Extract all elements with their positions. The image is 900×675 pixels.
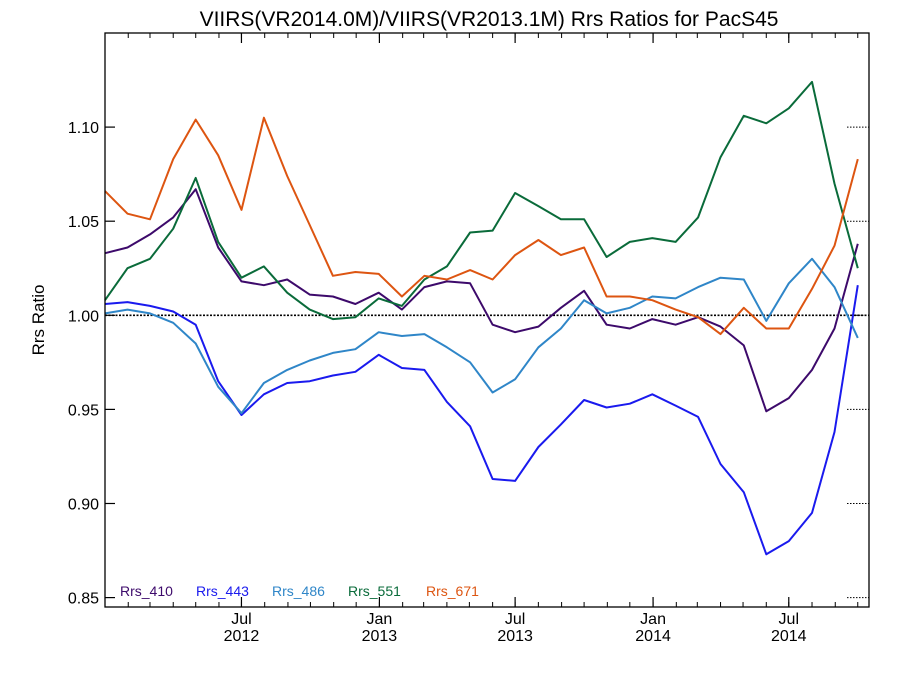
series-line-rrs-486 — [104, 257, 859, 415]
plot-frame — [104, 32, 870, 608]
series-line-rrs-410 — [104, 188, 859, 413]
y-tick-label: 1.10 — [68, 120, 99, 137]
x-tick-label-month: Jul — [505, 611, 525, 628]
legend-entry-rrs-486: Rrs_486 — [272, 583, 325, 599]
y-axis-label: Rrs Ratio — [29, 285, 48, 356]
series-line-rrs-443 — [104, 285, 859, 556]
y-tick-label: 0.85 — [68, 591, 99, 608]
y-tick-label: 0.95 — [68, 402, 99, 419]
legend-entry-rrs-410: Rrs_410 — [120, 583, 173, 599]
x-tick-label-year: 2014 — [635, 628, 671, 645]
legend: Rrs_410 Rrs_443 Rrs_486 Rrs_551 Rrs_671 — [120, 583, 479, 599]
y-tick-label: 1.05 — [68, 214, 99, 231]
y-tick-label: 0.90 — [68, 496, 99, 513]
legend-entry-rrs-551: Rrs_551 — [348, 583, 401, 599]
series-line-rrs-551 — [104, 80, 859, 321]
grid-layer — [847, 126, 869, 599]
x-tick-label-year: 2013 — [362, 628, 398, 645]
legend-entry-rrs-443: Rrs_443 — [196, 583, 249, 599]
y-tick-label: 1.00 — [68, 308, 99, 325]
chart-title: VIIRS(VR2014.0M)/VIIRS(VR2013.1M) Rrs Ra… — [200, 8, 779, 31]
x-tick-label-year: 2013 — [497, 628, 533, 645]
legend-entry-rrs-671: Rrs_671 — [426, 583, 479, 599]
series-layer — [104, 80, 859, 556]
x-tick-label-month: Jan — [640, 611, 666, 628]
x-tick-label-year: 2014 — [771, 628, 807, 645]
x-tick-label-month: Jul — [231, 611, 251, 628]
tick-layer: 0.850.900.951.001.051.10Jul2012Jan2013Ju… — [68, 33, 859, 645]
x-tick-label-month: Jul — [779, 611, 799, 628]
x-tick-label-year: 2012 — [224, 628, 260, 645]
series-line-rrs-671 — [104, 116, 859, 336]
x-tick-label-month: Jan — [367, 611, 393, 628]
